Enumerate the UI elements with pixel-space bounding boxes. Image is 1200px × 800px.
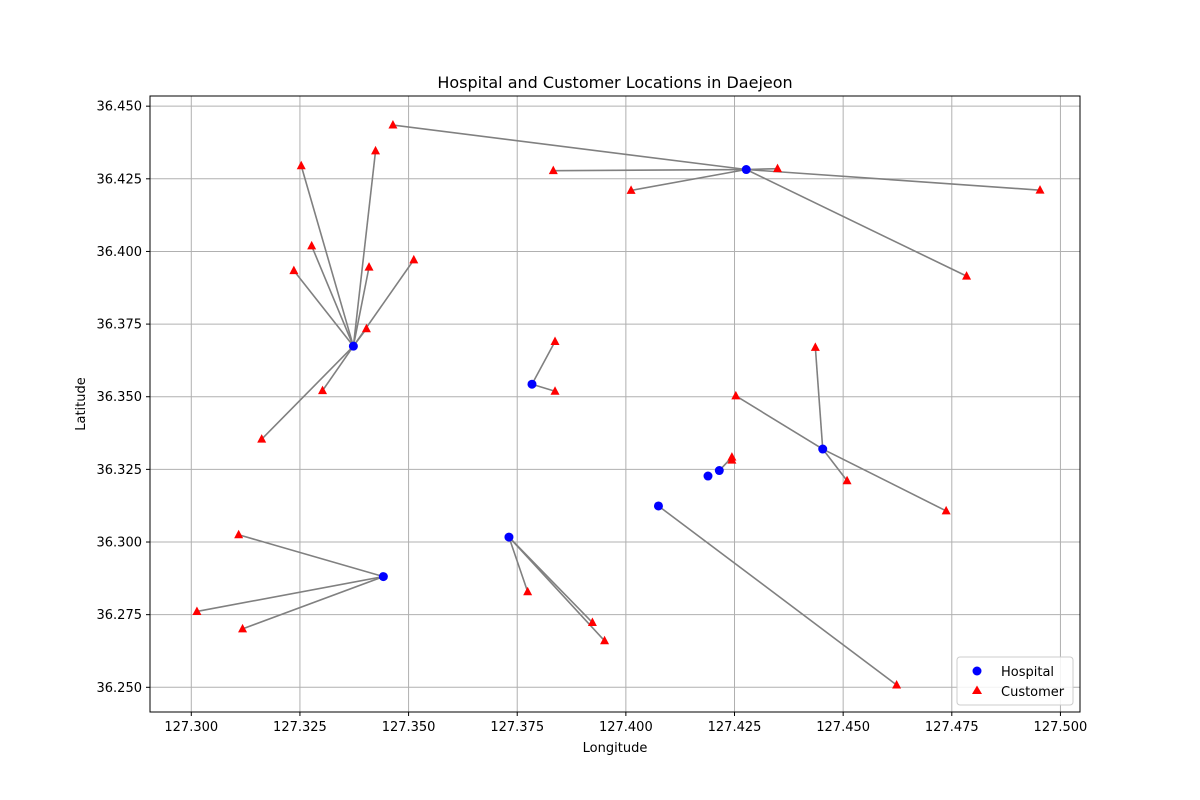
customer-point: [941, 505, 951, 515]
hospital-point: [741, 165, 751, 175]
x-tick-label: 127.300: [164, 720, 218, 735]
x-tick-label: 127.350: [382, 720, 436, 735]
x-tick-label: 127.475: [925, 720, 979, 735]
customer-point: [409, 254, 419, 264]
x-tick-label: 127.400: [599, 720, 653, 735]
connection-line: [261, 345, 354, 440]
customer-point: [600, 635, 610, 645]
connection-line: [657, 505, 898, 686]
plot-area-frame: [149, 95, 1081, 713]
customer-point: [296, 160, 306, 170]
customer-point: [388, 120, 398, 129]
connection-line: [321, 345, 355, 392]
chart-title: Hospital and Customer Locations in Daeje…: [437, 73, 792, 92]
x-tick-label: 127.325: [273, 720, 327, 735]
customer-point: [238, 623, 248, 633]
customer-point: [626, 185, 636, 194]
customer-point: [731, 390, 741, 400]
y-tick-label: 36.400: [97, 245, 143, 260]
hospital-point: [527, 379, 537, 389]
customer-point: [550, 336, 560, 346]
customer-point: [773, 163, 783, 173]
connection-line: [822, 448, 947, 512]
y-axis-title: Latitude: [74, 377, 89, 431]
customer-point: [842, 475, 852, 485]
connection-line: [508, 536, 529, 592]
customer-point: [361, 323, 371, 333]
connection-line: [392, 124, 747, 171]
legend-customer-marker: [972, 685, 982, 694]
connection-line: [746, 168, 1041, 191]
hospital-point: [818, 444, 828, 454]
customer-point: [364, 262, 374, 271]
hospital-point: [714, 466, 724, 476]
connection-line: [553, 168, 747, 172]
customer-point: [892, 679, 902, 689]
customer-point: [307, 240, 317, 250]
axis-ticks: 127.300 127.325 127.350 127.375 127.400 127.4…: [97, 100, 1088, 735]
y-tick-label: 36.300: [97, 536, 143, 551]
connection-line: [630, 168, 747, 192]
customer-point: [1035, 185, 1045, 194]
legend-hospital-marker: [972, 666, 982, 676]
connection-line: [822, 448, 848, 482]
connection-line: [242, 575, 384, 630]
connection-lines: [196, 124, 1041, 686]
legend-hospital-label: Hospital: [1001, 665, 1054, 680]
hospital-point: [504, 532, 514, 542]
x-tick-label: 127.425: [708, 720, 762, 735]
hospital-point: [653, 501, 663, 511]
y-tick-label: 36.250: [97, 681, 143, 696]
hospital-point: [703, 471, 713, 481]
grid-lines: [150, 96, 1080, 712]
customer-point: [587, 617, 597, 627]
x-axis-title: Longitude: [583, 741, 648, 756]
customer-point: [523, 586, 533, 596]
connection-line: [531, 341, 556, 385]
connection-line: [196, 575, 384, 613]
connection-line: [352, 150, 377, 347]
customer-point: [810, 342, 820, 351]
connection-line: [293, 270, 355, 347]
connection-line: [310, 245, 355, 347]
x-tick-label: 127.500: [1034, 720, 1088, 735]
connection-line: [300, 165, 355, 347]
y-tick-label: 36.425: [97, 172, 143, 187]
legend-customer-label: Customer: [1001, 685, 1065, 700]
y-tick-label: 36.450: [97, 100, 143, 115]
customer-point: [550, 386, 560, 395]
y-tick-label: 36.375: [97, 318, 143, 333]
customer-point: [962, 271, 972, 280]
legend: Hospital Customer: [956, 656, 1074, 706]
connection-line: [352, 266, 370, 347]
customer-point: [234, 529, 244, 539]
y-tick-label: 36.275: [97, 608, 143, 623]
y-tick-label: 36.350: [97, 390, 143, 405]
hospital-point: [378, 572, 388, 582]
customer-point: [548, 165, 558, 175]
legend-box: [956, 656, 1074, 706]
customer-point: [289, 265, 299, 275]
x-tick-label: 127.375: [490, 720, 544, 735]
customer-point: [192, 606, 202, 615]
connection-line: [238, 533, 384, 578]
customer-point: [727, 455, 737, 464]
data-markers: [192, 120, 1045, 689]
customer-point: [257, 434, 267, 443]
connection-line: [735, 395, 824, 450]
customer-point: [371, 145, 381, 155]
customer-point: [318, 385, 328, 395]
connection-line: [745, 168, 967, 277]
hospital-point: [348, 341, 358, 351]
y-tick-label: 36.325: [97, 463, 143, 478]
x-tick-label: 127.450: [816, 720, 870, 735]
connection-line: [508, 536, 606, 642]
connection-line: [814, 347, 824, 450]
